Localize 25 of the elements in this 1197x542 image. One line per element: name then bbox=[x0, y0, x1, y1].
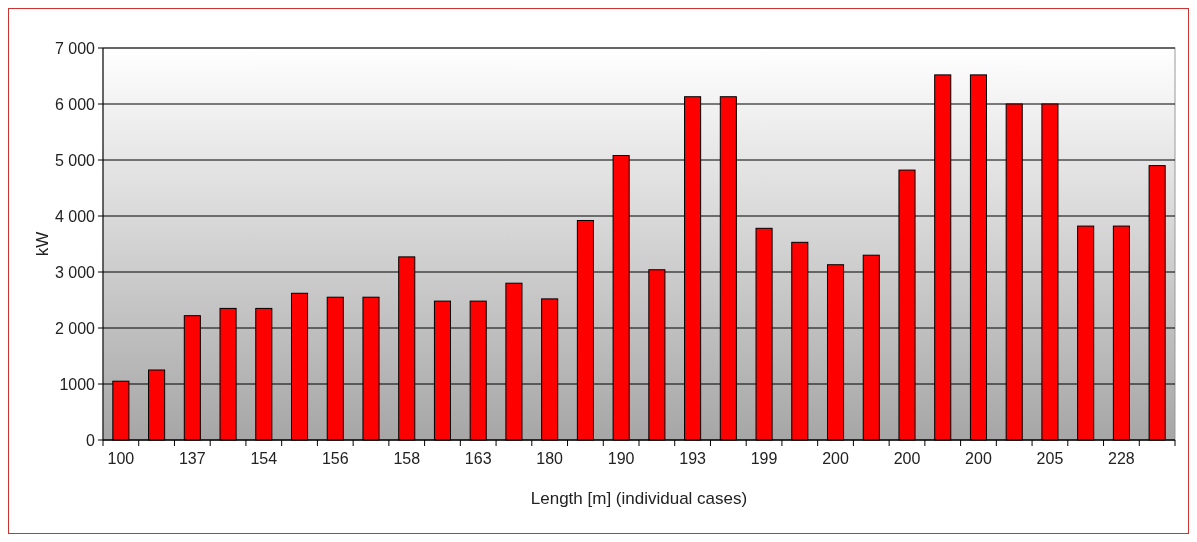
x-tick-label: 154 bbox=[250, 450, 278, 467]
y-tick-label: 5 000 bbox=[54, 151, 96, 169]
x-tick-label: 200 bbox=[893, 450, 921, 467]
y-tick-label: 2 000 bbox=[54, 319, 96, 337]
x-tick-label: 205 bbox=[1036, 450, 1064, 467]
x-tick-label: 199 bbox=[750, 450, 778, 467]
x-tick-label: 200 bbox=[822, 450, 849, 467]
x-tick-label: 137 bbox=[178, 450, 206, 467]
y-axis-title: kW bbox=[33, 231, 52, 257]
x-axis-title: Length [m] (individual cases) bbox=[530, 489, 748, 508]
y-tick-label: 4 000 bbox=[54, 207, 96, 225]
x-tick-label: 158 bbox=[393, 450, 421, 467]
y-tick-label: 1000 bbox=[59, 375, 96, 393]
x-tick-label: 163 bbox=[464, 450, 492, 467]
x-tick-label: 190 bbox=[607, 450, 635, 467]
y-tick-label: 7 000 bbox=[54, 39, 96, 57]
x-tick-label: 180 bbox=[536, 450, 564, 467]
y-tick-label: 0 bbox=[86, 431, 96, 449]
x-tick-label: 200 bbox=[965, 450, 992, 467]
y-tick-label: 6 000 bbox=[54, 95, 96, 113]
x-tick-label: 228 bbox=[1108, 450, 1135, 467]
x-tick-label: 100 bbox=[107, 450, 135, 467]
x-tick-label: 193 bbox=[679, 450, 707, 467]
y-tick-label: 3 000 bbox=[54, 263, 96, 281]
x-tick-label: 156 bbox=[321, 450, 349, 467]
